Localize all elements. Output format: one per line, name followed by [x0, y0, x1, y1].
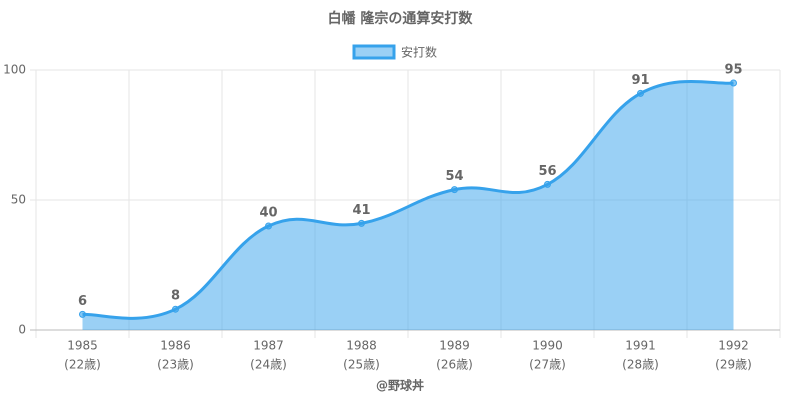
- x-axis-label: @野球丼: [376, 378, 424, 393]
- point: [451, 186, 458, 194]
- data-label: 95: [724, 63, 742, 78]
- y-tick-label: 50: [11, 193, 26, 207]
- data-label: 91: [631, 73, 649, 88]
- point: [265, 222, 272, 230]
- data-label: 6: [78, 294, 87, 309]
- x-tick-label: 1985: [67, 339, 98, 353]
- line: [82, 79, 734, 320]
- data-label: 56: [538, 164, 556, 179]
- data-label: 40: [259, 206, 277, 221]
- x-tick-label: (24歳): [250, 358, 287, 372]
- point: [172, 305, 179, 313]
- x-tick-label: 1989: [439, 339, 470, 353]
- data-label: 41: [352, 203, 370, 218]
- x-tick-label: 1992: [718, 339, 749, 353]
- y-tick-label: 100: [3, 63, 26, 77]
- y-tick-label: 0: [18, 323, 26, 337]
- chart-title: 白幡 隆宗の通算安打数: [328, 10, 474, 27]
- point: [358, 219, 365, 227]
- x-tick-label: (26歳): [436, 358, 473, 372]
- x-tick-label: (25歳): [343, 358, 380, 372]
- x-tick-label: (28歳): [622, 358, 659, 372]
- data-label: 8: [171, 289, 180, 304]
- data-label: 54: [445, 169, 463, 184]
- x-tick-label: 1991: [625, 339, 656, 353]
- x-tick-label: (23歳): [157, 358, 194, 372]
- legend-label: 安打数: [401, 45, 437, 60]
- point: [79, 310, 86, 318]
- x-tick-label: (27歳): [529, 358, 566, 372]
- point: [637, 89, 644, 97]
- legend-swatch: [352, 44, 396, 60]
- x-tick-label: 1990: [532, 339, 563, 353]
- x-tick-label: 1987: [253, 339, 284, 353]
- area: [82, 81, 734, 330]
- x-tick-label: (29歳): [715, 358, 752, 372]
- x-tick-label: 1988: [346, 339, 377, 353]
- point: [730, 79, 737, 87]
- x-tick-label: 1986: [160, 339, 191, 353]
- point: [544, 180, 551, 188]
- x-tick-label: (22歳): [64, 358, 101, 372]
